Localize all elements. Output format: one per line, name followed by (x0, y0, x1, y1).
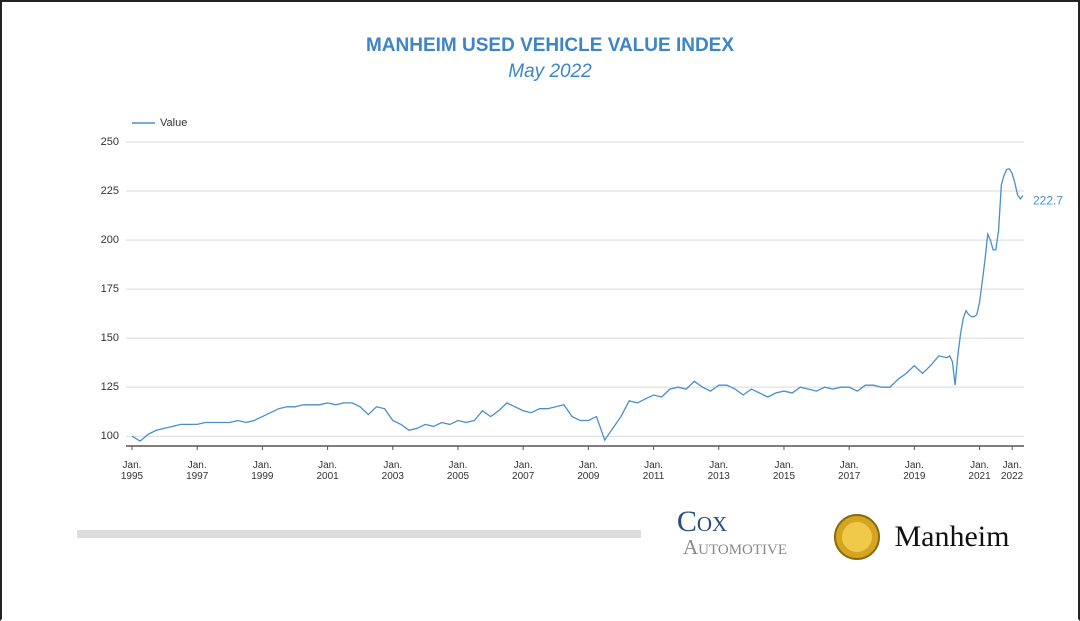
x-tick-label: Jan. 2015 (772, 460, 796, 482)
y-tick-label: 100 (101, 430, 119, 442)
x-tick-label: Jan. 2003 (381, 460, 404, 482)
end-value-label: 222.7 (1033, 194, 1063, 208)
x-tick-label: Jan. 2009 (577, 460, 600, 482)
x-tick-label: Jan. 2001 (316, 460, 339, 482)
manheim-emblem-inner (842, 522, 872, 552)
legend-label: Value (160, 117, 187, 129)
y-tick-label: 175 (101, 283, 119, 295)
x-tick-label: Jan. 2017 (838, 460, 861, 482)
x-tick-label: Jan. 2022 (1001, 460, 1024, 482)
x-tick-label: Jan. 2007 (512, 460, 535, 482)
x-tick-label: Jan. 1997 (186, 460, 209, 482)
x-tick-label: Jan. 1995 (120, 460, 144, 482)
x-tick-label: Jan. 2013 (707, 460, 730, 482)
y-tick-label: 225 (101, 185, 119, 197)
x-tick-label: Jan. 2005 (446, 460, 470, 482)
y-tick-label: 250 (101, 136, 119, 148)
x-tick-label: Jan. 2019 (903, 460, 926, 482)
chart-title: MANHEIM USED VEHICLE VALUE INDEX (366, 35, 734, 56)
chart-subtitle: May 2022 (508, 61, 592, 82)
x-tick-label: Jan. 2021 (968, 460, 991, 482)
manheim-logo: Manheim (895, 520, 1010, 553)
automotive-logo: Automotive (683, 535, 787, 559)
y-tick-label: 200 (101, 234, 119, 246)
y-tick-label: 150 (101, 332, 119, 344)
y-tick-label: 125 (101, 381, 119, 393)
series-line (131, 168, 1024, 442)
x-tick-label: Jan. 1999 (251, 460, 274, 482)
divider-bar (77, 530, 641, 538)
cox-logo: Cox (677, 505, 727, 538)
x-tick-label: Jan. 2011 (642, 460, 665, 482)
